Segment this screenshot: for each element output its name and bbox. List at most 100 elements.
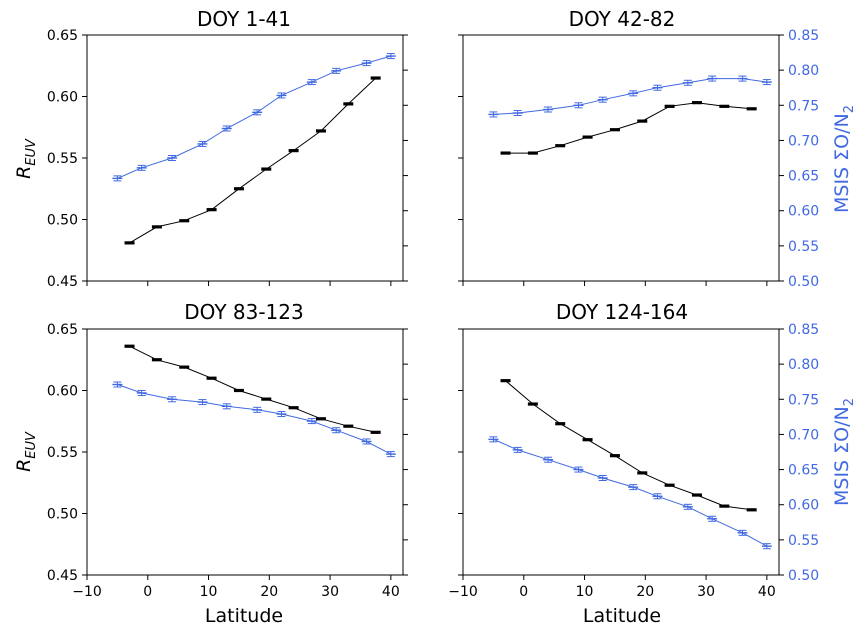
y-tick-label: 0.45 <box>47 274 78 290</box>
y-axis-label-top-sub: EUV <box>24 138 39 166</box>
data-point <box>151 358 162 362</box>
data-point <box>288 149 299 153</box>
errorbar-point <box>221 125 232 132</box>
data-point <box>233 187 244 191</box>
y-tick-label: 0.60 <box>47 90 78 106</box>
data-point <box>746 508 757 512</box>
msis-series <box>112 53 396 182</box>
right-axis-label-top-main: MSIS ΣO/N <box>831 113 853 213</box>
errorbar-point <box>306 418 317 425</box>
x-tick-label: −10 <box>72 584 102 600</box>
right-y-tick-label: 0.55 <box>788 239 819 255</box>
right-y-tick-label: 0.70 <box>788 133 819 149</box>
data-point <box>343 424 354 428</box>
errorbar-point <box>628 90 639 97</box>
errorbar-point <box>252 109 263 116</box>
right-y-tick-label: 0.55 <box>788 533 819 549</box>
errorbar-point <box>488 436 499 443</box>
panel-title-3: DOY 83-123 <box>184 300 303 324</box>
y-axis-label-top: REUV <box>13 138 39 179</box>
errorbar-point <box>167 396 178 403</box>
data-point <box>664 483 675 487</box>
errorbar-point <box>512 110 523 117</box>
panel-3: −10 0 10 20 30 40 0.45 0.50 0.55 0.60 0.65 <box>47 322 408 600</box>
errorbar-point <box>112 381 123 388</box>
errorbar-point <box>197 140 208 147</box>
data-point <box>582 438 593 442</box>
y-axis-label-top-main: R <box>13 166 35 179</box>
data-point <box>582 135 593 139</box>
errorbar-point <box>652 84 663 91</box>
errorbar-point <box>682 79 693 86</box>
y-tick-label: 0.45 <box>47 568 78 584</box>
data-point <box>261 397 272 401</box>
right-axis-label-bottom-main: MSIS ΣO/N <box>831 406 853 506</box>
data-point <box>261 167 272 171</box>
series-line <box>493 438 768 547</box>
x-tick-label: 0 <box>143 584 152 600</box>
y-tick-label: 0.60 <box>47 384 78 400</box>
reuv-series <box>500 101 757 155</box>
right-axis-label-bottom: MSIS ΣO/N2 <box>831 398 857 506</box>
data-point <box>370 76 381 80</box>
data-point <box>719 104 730 108</box>
plot-frame <box>462 34 780 282</box>
x-tick-label: 30 <box>697 584 715 600</box>
x-tick-label: 10 <box>576 584 594 600</box>
data-point <box>206 208 217 212</box>
x-axis-label-left: Latitude <box>205 605 283 627</box>
data-point <box>315 417 326 421</box>
errorbar-point <box>221 403 232 410</box>
y-tick-label: 0.55 <box>47 151 78 167</box>
data-point <box>664 104 675 108</box>
x-tick-label: 10 <box>200 584 218 600</box>
series-line <box>129 77 377 244</box>
errorbar-point <box>597 475 608 482</box>
x-tick-label: −10 <box>448 584 478 600</box>
right-y-tick-label: 0.60 <box>788 204 819 220</box>
data-point <box>691 101 702 105</box>
data-point <box>555 422 566 426</box>
errorbar-point <box>761 79 772 86</box>
data-point <box>527 402 538 406</box>
x-tick-label: 0 <box>519 584 528 600</box>
reuv-series <box>124 76 381 245</box>
x-tick-label: 30 <box>321 584 339 600</box>
errorbar-point <box>761 543 772 550</box>
data-point <box>691 493 702 497</box>
x-tick-label: 40 <box>758 584 776 600</box>
y-tick-label: 0.55 <box>47 445 78 461</box>
chart-panels: 0.45 0.50 0.55 0.60 0.65 0.50 0.55 0.60 0.65 0.70… <box>47 28 819 600</box>
errorbar-point <box>167 155 178 161</box>
data-point <box>233 388 244 393</box>
data-point <box>288 406 299 410</box>
data-point <box>746 107 757 111</box>
right-y-tick-label: 0.75 <box>788 392 819 408</box>
data-point <box>609 128 620 132</box>
errorbar-point <box>252 406 263 413</box>
right-axis-label-top: MSIS ΣO/N2 <box>831 105 857 213</box>
panel-4: −10 0 10 20 30 40 0.50 0.55 0.60 0.65 0.70 0.75 0.80… <box>448 322 819 600</box>
y-tick-label: 0.50 <box>47 213 78 229</box>
data-point <box>151 225 162 229</box>
data-point <box>124 344 135 348</box>
right-y-tick-label: 0.50 <box>788 568 819 584</box>
errorbar-point <box>707 75 718 82</box>
errorbar-point <box>385 53 396 60</box>
plot-frame <box>462 328 780 576</box>
errorbar-point <box>737 75 748 82</box>
errorbar-point <box>628 484 639 491</box>
data-point <box>609 454 620 458</box>
series-line <box>505 380 752 511</box>
errorbar-point <box>331 67 342 74</box>
errorbar-point <box>573 466 584 473</box>
y-axis-label-bottom-main: R <box>13 459 35 472</box>
x-axis-label-right: Latitude <box>583 605 661 627</box>
msis-series <box>488 436 772 550</box>
x-tick-label: 40 <box>382 584 400 600</box>
errorbar-point <box>652 493 663 500</box>
series-line <box>505 102 752 154</box>
x-tick-label: 20 <box>260 584 278 600</box>
errorbar-point <box>573 102 584 109</box>
